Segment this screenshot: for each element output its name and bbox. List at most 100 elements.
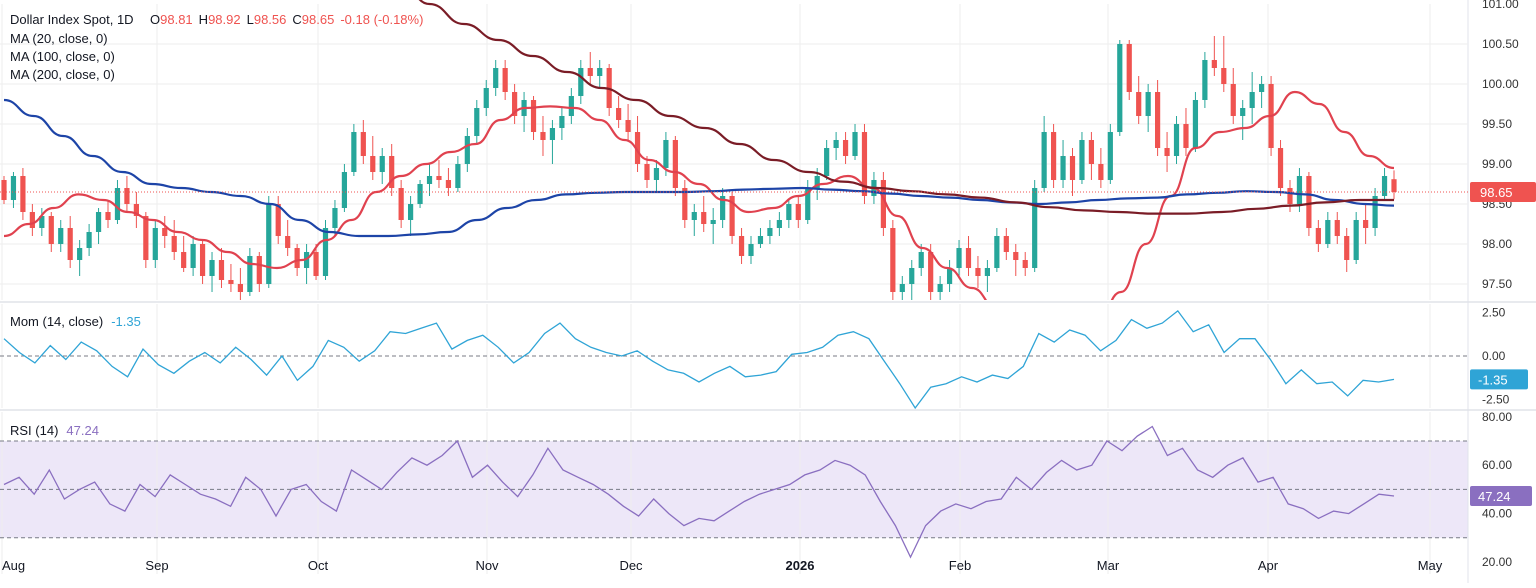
candle <box>786 200 792 228</box>
candle <box>1353 212 1359 264</box>
candle <box>20 168 26 220</box>
ma20-line <box>3 90 1395 300</box>
candle <box>256 252 262 292</box>
candle <box>1 176 7 204</box>
time-axis-tick: 2026 <box>786 558 815 573</box>
candle <box>1003 228 1009 260</box>
time-axis-tick: Apr <box>1258 558 1279 573</box>
candle <box>1381 168 1388 200</box>
candle <box>833 132 839 160</box>
candle <box>370 136 376 180</box>
candle <box>1032 180 1038 272</box>
rsi-axis-tick: 60.00 <box>1482 458 1512 472</box>
legend-symbol: Dollar Index Spot, 1D <box>10 12 134 27</box>
candle <box>464 128 470 172</box>
candle <box>247 248 253 296</box>
time-axis-tick: Mar <box>1097 558 1120 573</box>
candle <box>398 180 404 228</box>
mom-axis-tick: -2.50 <box>1482 392 1510 406</box>
candle <box>266 196 272 288</box>
candle <box>1277 140 1284 196</box>
candle <box>578 60 584 104</box>
candle <box>445 168 452 196</box>
candle <box>1211 36 1217 76</box>
candle <box>1240 100 1246 140</box>
candle <box>436 160 442 188</box>
candle <box>237 268 243 300</box>
candle <box>1041 116 1047 192</box>
candle <box>29 204 35 236</box>
candle <box>209 252 215 292</box>
ma200-line <box>418 0 1394 215</box>
rsi-axis-tick: 20.00 <box>1482 555 1512 569</box>
time-axis-tick: May <box>1418 558 1443 573</box>
candle <box>776 212 782 236</box>
mom-value-badge <box>1470 369 1528 390</box>
rsi-value-badge <box>1470 486 1532 507</box>
candle <box>616 96 622 128</box>
candle <box>218 248 225 288</box>
candle <box>682 180 688 228</box>
time-axis-tick: Sep <box>145 558 168 573</box>
candle <box>1145 84 1151 132</box>
candle <box>795 196 801 228</box>
time-axis-tick: Feb <box>949 558 971 573</box>
candle <box>313 244 319 280</box>
candle <box>540 116 546 156</box>
candle <box>1060 140 1066 188</box>
price-axis-tick: 100.50 <box>1482 37 1519 51</box>
candle <box>568 88 574 124</box>
candle <box>483 80 489 116</box>
candle <box>890 220 896 300</box>
candle <box>1192 92 1199 152</box>
candle <box>48 212 54 252</box>
price-axis-tick: 97.50 <box>1482 277 1512 291</box>
candle <box>39 208 45 236</box>
candle <box>105 200 111 228</box>
candle <box>1098 148 1104 188</box>
candle <box>1173 116 1180 164</box>
candle <box>162 216 168 248</box>
candle <box>502 60 508 100</box>
candle <box>672 136 678 196</box>
mom-axis-tick: 0.00 <box>1482 349 1506 363</box>
rsi-band <box>0 441 1468 538</box>
candle <box>199 240 206 284</box>
last-price-badge <box>1470 182 1536 202</box>
legend-ohlc: O98.81 H98.92 L98.56 C98.65 -0.18 (-0.18%) <box>150 12 423 27</box>
candle <box>559 108 565 140</box>
candle <box>701 196 707 232</box>
candle <box>1249 72 1255 124</box>
mom-axis-tick: 2.50 <box>1482 306 1506 320</box>
candle <box>748 236 754 264</box>
candle <box>124 176 130 212</box>
candle <box>95 208 102 244</box>
candle <box>228 264 234 292</box>
candle <box>114 180 121 224</box>
mom-line <box>3 309 1395 410</box>
candle <box>1164 132 1170 172</box>
candle <box>341 164 348 212</box>
candle <box>1088 132 1095 180</box>
rsi-value-label: 47.24 <box>1478 489 1511 504</box>
candle <box>1334 212 1340 244</box>
candle <box>625 104 631 140</box>
candle <box>1391 170 1397 200</box>
candle <box>1022 252 1028 276</box>
candle <box>956 240 962 276</box>
candle <box>332 200 338 236</box>
legend-ma200: MA (200, close, 0) <box>10 67 115 82</box>
candle <box>152 220 158 268</box>
candle <box>1050 124 1057 188</box>
price-axis-tick: 99.50 <box>1482 117 1512 131</box>
candle <box>909 260 915 300</box>
candle <box>285 220 291 256</box>
candle <box>1136 76 1142 124</box>
candle <box>493 60 499 96</box>
legend-rsi: RSI (14) 47.24 <box>10 423 99 438</box>
candle <box>1221 36 1227 92</box>
candle <box>1344 228 1350 272</box>
candle <box>965 236 972 276</box>
